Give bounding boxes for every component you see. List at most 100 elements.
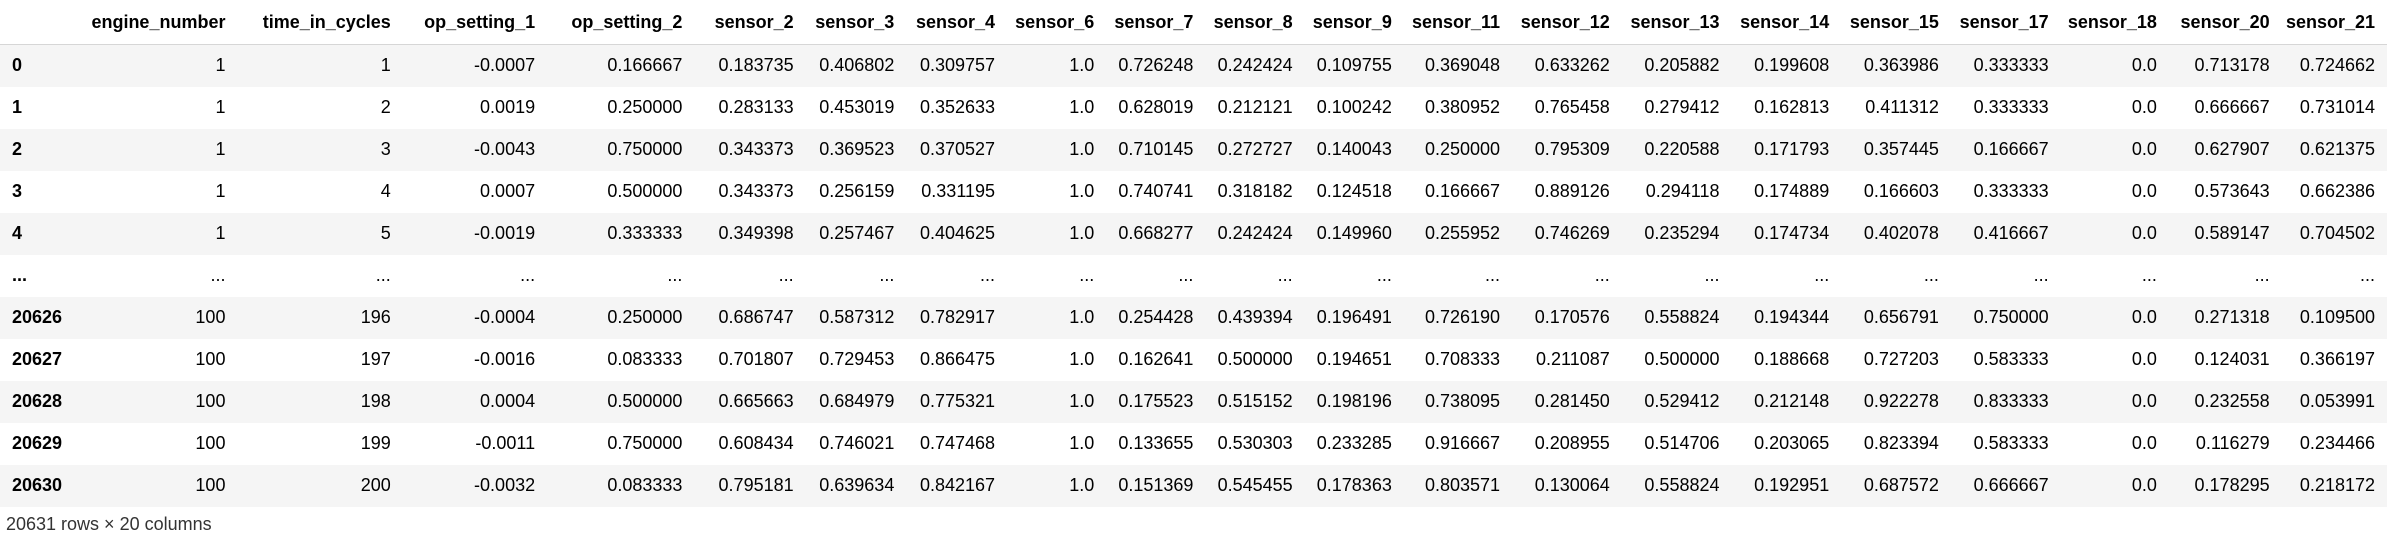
table-cell: -0.0032 xyxy=(474,475,536,495)
table-cell: 1 xyxy=(380,55,391,76)
table-cell: 1.0 xyxy=(1069,307,1095,327)
table-cell: 0.166667 xyxy=(607,55,683,76)
table-cell: 0.0 xyxy=(2131,349,2157,369)
table-cell: 0.369048 xyxy=(1424,55,1501,76)
table-cell: 0.738095 xyxy=(1424,391,1501,411)
table-cell: 0.124518 xyxy=(1316,181,1392,201)
table-cell: 0.109755 xyxy=(1316,55,1392,76)
table-cell: 0.558824 xyxy=(1644,307,1720,327)
table-cell: 0.750000 xyxy=(1973,307,2049,327)
table-cell: 0.218172 xyxy=(2299,475,2375,495)
table-cell: ... xyxy=(2033,265,2049,285)
table-cell: 0.352633 xyxy=(919,97,996,117)
table-cell: ... xyxy=(1594,265,1610,285)
table-cell: 0.628019 xyxy=(1118,97,1194,117)
table-cell: 0.765458 xyxy=(1534,97,1610,117)
table-row: 1 1 2 0.0019 0.250000 0.283133 0.453019 0.35263… xyxy=(0,87,2387,129)
table-cell: ... xyxy=(520,265,536,285)
table-cell: ... xyxy=(1814,265,1830,285)
table-cell: 0.922278 xyxy=(1863,391,1939,411)
table-cell: 0.746021 xyxy=(819,433,895,453)
column-header: op_setting_2 xyxy=(547,0,695,45)
table-cell: 0.795309 xyxy=(1534,139,1610,159)
column-header: sensor_11 xyxy=(1403,0,1513,45)
table-cell: 0.583333 xyxy=(1973,433,2049,453)
table-cell: 0.701807 xyxy=(718,349,794,369)
table-cell: 0.842167 xyxy=(919,475,996,495)
column-header: sensor_12 xyxy=(1512,0,1622,45)
table-cell: 0.453019 xyxy=(819,97,895,117)
table-cell: 0.0 xyxy=(2131,97,2157,117)
table-cell: 0.133655 xyxy=(1118,433,1194,453)
column-header: time_in_cycles xyxy=(237,0,403,45)
table-cell: 0.583333 xyxy=(1973,349,2049,369)
table-row: 3 1 4 0.0007 0.500000 0.343373 0.256159 0.33119… xyxy=(0,171,2387,213)
row-index: 1 xyxy=(12,97,23,117)
table-cell: 197 xyxy=(360,349,391,369)
table-cell: 0.235294 xyxy=(1644,223,1720,243)
table-cell: 0.203065 xyxy=(1754,433,1830,453)
row-index: 2 xyxy=(12,139,23,159)
table-cell: 0.558824 xyxy=(1644,475,1720,495)
table-cell: 0.0019 xyxy=(480,97,536,117)
table-cell: 0.166603 xyxy=(1863,181,1939,201)
table-cell: 0.250000 xyxy=(607,97,683,117)
table-cell: 0.708333 xyxy=(1424,349,1501,369)
table-cell: 0.500000 xyxy=(1217,349,1293,369)
table-cell: 0.587312 xyxy=(819,307,895,327)
table-cell: 0.212148 xyxy=(1754,391,1830,411)
column-header: sensor_17 xyxy=(1950,0,2061,45)
table-cell: 0.747468 xyxy=(919,433,996,453)
table-cell: 0.333333 xyxy=(1973,97,2049,117)
table-cell: 0.205882 xyxy=(1644,55,1720,76)
table-cell: 0.194344 xyxy=(1754,307,1830,327)
table-cell: 0.0007 xyxy=(480,181,536,201)
table-cell: 0.100242 xyxy=(1316,97,1392,117)
table-cell: 0.746269 xyxy=(1534,223,1610,243)
table-cell: 0.192951 xyxy=(1754,475,1830,495)
table-cell: 0.333333 xyxy=(1973,55,2049,76)
table-cell: 1.0 xyxy=(1069,391,1095,411)
table-cell: 0.199608 xyxy=(1754,55,1830,76)
table-cell: 0.775321 xyxy=(919,391,996,411)
table-row: 0 1 1 -0.0007 0.166667 0.183735 0.406802 0.3097… xyxy=(0,44,2387,87)
table-cell: 0.866475 xyxy=(919,349,996,369)
table-cell: 1.0 xyxy=(1069,223,1095,243)
header-row: engine_number time_in_cycles op_setting_1 o… xyxy=(0,0,2387,45)
table-cell: 0.795181 xyxy=(718,475,794,495)
table-cell: 0.500000 xyxy=(607,181,683,201)
table-cell: 1.0 xyxy=(1069,139,1095,159)
table-cell: 0.170576 xyxy=(1534,307,1610,327)
row-index: ... xyxy=(12,265,28,285)
table-cell: 0.750000 xyxy=(607,139,683,159)
row-index: 20629 xyxy=(12,433,63,453)
table-cell: 1 xyxy=(215,181,226,201)
table-cell: -0.0043 xyxy=(474,139,536,159)
table-cell: 0.250000 xyxy=(607,307,683,327)
table-cell: 0.727203 xyxy=(1863,349,1939,369)
table-cell: 0.573643 xyxy=(2194,181,2270,201)
table-cell: 0.666667 xyxy=(1973,475,2049,495)
table-cell: 0.500000 xyxy=(607,391,683,411)
table-cell: 0.439394 xyxy=(1217,307,1293,327)
table-cell: 1.0 xyxy=(1069,433,1095,453)
table-cell: 1.0 xyxy=(1069,97,1095,117)
table-cell: ... xyxy=(1178,265,1194,285)
table-cell: 0.331195 xyxy=(921,181,996,201)
table-cell: 0.833333 xyxy=(1973,391,2049,411)
table-cell: 0.178363 xyxy=(1316,475,1392,495)
column-header: sensor_6 xyxy=(1007,0,1107,45)
table-cell: 0.589147 xyxy=(2194,223,2270,243)
table-cell: 0.684979 xyxy=(819,391,895,411)
table-cell: 0.406802 xyxy=(819,55,895,76)
table-cell: 0.174889 xyxy=(1754,181,1830,201)
row-index: 20627 xyxy=(12,349,63,369)
table-cell: 100 xyxy=(195,475,226,495)
table-cell: 0.171793 xyxy=(1754,139,1830,159)
column-header: sensor_8 xyxy=(1205,0,1305,45)
table-cell: 0.198196 xyxy=(1316,391,1392,411)
table-cell: -0.0019 xyxy=(474,223,536,243)
table-cell: 0.803571 xyxy=(1424,475,1501,495)
table-cell: 0.627907 xyxy=(2194,139,2270,159)
